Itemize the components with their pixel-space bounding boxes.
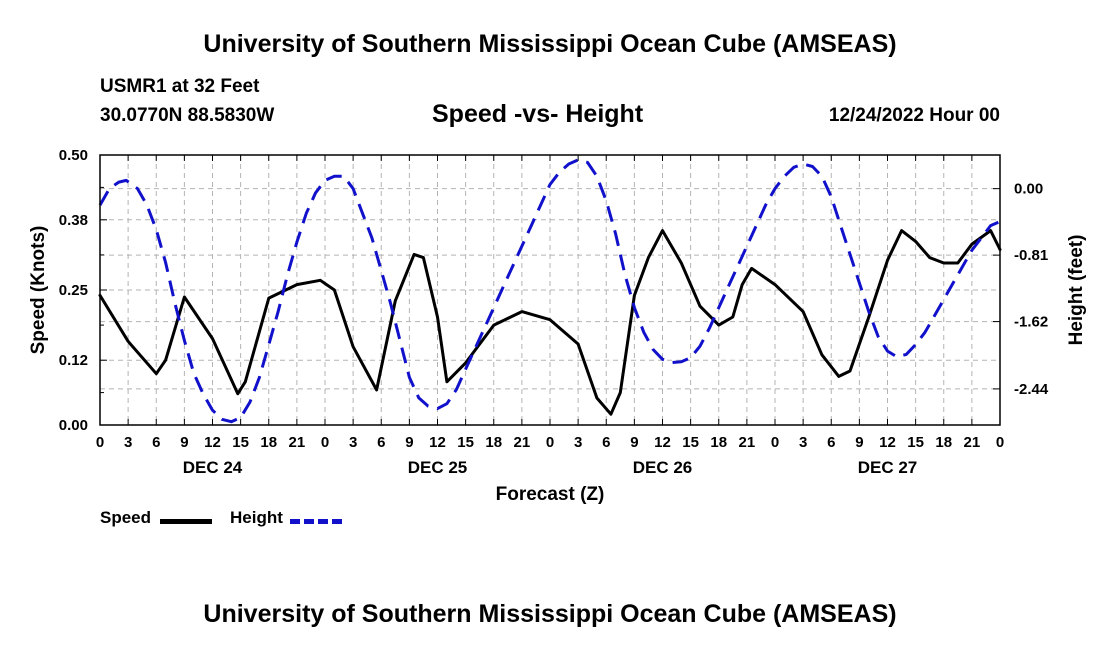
x-tick-label: 21 <box>964 434 981 451</box>
x-tick-label: 18 <box>710 434 727 451</box>
day-label: DEC 25 <box>408 458 468 477</box>
x-tick-label: 9 <box>855 434 863 451</box>
y2-axis-label: Height (feet) <box>1066 235 1087 346</box>
x-tick-label: 15 <box>457 434 474 451</box>
x-tick-label: 6 <box>602 434 610 451</box>
x-tick-label: 3 <box>349 434 357 451</box>
grid <box>100 155 1000 425</box>
x-tick-label: 9 <box>405 434 413 451</box>
y-tick-label: 0.38 <box>59 212 88 229</box>
x-tick-label: 0 <box>321 434 329 451</box>
coordinates-label: 30.0770N 88.5830W <box>100 105 275 126</box>
x-tick-label: 21 <box>739 434 756 451</box>
y2-tick-label: -2.44 <box>1014 381 1049 398</box>
x-tick-label: 0 <box>96 434 104 451</box>
day-label: DEC 27 <box>858 458 918 477</box>
x-tick-label: 6 <box>152 434 160 451</box>
x-tick-label: 21 <box>289 434 306 451</box>
legend-speed-label: Speed <box>100 508 152 527</box>
y-tick-label: 0.25 <box>59 282 88 299</box>
x-tick-label: 18 <box>260 434 277 451</box>
x-tick-label: 6 <box>377 434 385 451</box>
x-tick-label: 3 <box>574 434 582 451</box>
x-tick-label: 15 <box>232 434 249 451</box>
x-tick-label: 15 <box>682 434 699 451</box>
x-tick-label: 0 <box>996 434 1004 451</box>
station-label: USMR1 at 32 Feet <box>100 76 260 97</box>
day-label: DEC 26 <box>633 458 693 477</box>
x-tick-label: 12 <box>654 434 671 451</box>
x-tick-label: 18 <box>935 434 952 451</box>
y-tick-label: 0.50 <box>59 147 88 164</box>
x-tick-label: 0 <box>771 434 779 451</box>
chart-title: Speed -vs- Height <box>432 100 644 128</box>
series-line-height <box>98 158 1001 424</box>
x-tick-label: 12 <box>879 434 896 451</box>
x-axis-label: Forecast (Z) <box>496 484 605 505</box>
y-tick-label: 0.12 <box>59 352 88 369</box>
x-tick-label: 15 <box>907 434 924 451</box>
x-tick-label: 18 <box>485 434 502 451</box>
y2-tick-label: 0.00 <box>1014 181 1043 198</box>
x-tick-label: 12 <box>429 434 446 451</box>
series-layer <box>98 158 1002 424</box>
footer-title: University of Southern Mississippi Ocean… <box>203 600 897 628</box>
main-title: University of Southern Mississippi Ocean… <box>203 30 897 58</box>
datetime-label: 12/24/2022 Hour 00 <box>828 105 1000 126</box>
x-tick-label: 0 <box>546 434 554 451</box>
chart: 0 3 6 9 12 15 18 21 0 3 6 9 12 15 18 21 0 3 6 9 12 15 18 21 0 3 6 9… <box>28 147 1087 505</box>
y2-tick-label: -1.62 <box>1014 314 1048 331</box>
axes: 0 3 6 9 12 15 18 21 0 3 6 9 12 15 18 21 0 3 6 9 12 15 18 21 0 3 6 9… <box>59 147 1049 477</box>
x-tick-label: 3 <box>799 434 807 451</box>
y-axis-label: Speed (Knots) <box>28 226 49 355</box>
legend-height-label: Height <box>230 508 283 527</box>
x-tick-label: 12 <box>204 434 221 451</box>
y2-tick-label: -0.81 <box>1014 247 1048 264</box>
x-tick-label: 6 <box>827 434 835 451</box>
day-label: DEC 24 <box>183 458 243 477</box>
x-tick-label: 21 <box>514 434 531 451</box>
y-tick-label: 0.00 <box>59 417 88 434</box>
legend-speed-line <box>160 519 212 524</box>
legend-height-line <box>290 519 342 524</box>
x-tick-label: 9 <box>630 434 638 451</box>
x-tick-label: 9 <box>180 434 188 451</box>
x-tick-label: 3 <box>124 434 132 451</box>
